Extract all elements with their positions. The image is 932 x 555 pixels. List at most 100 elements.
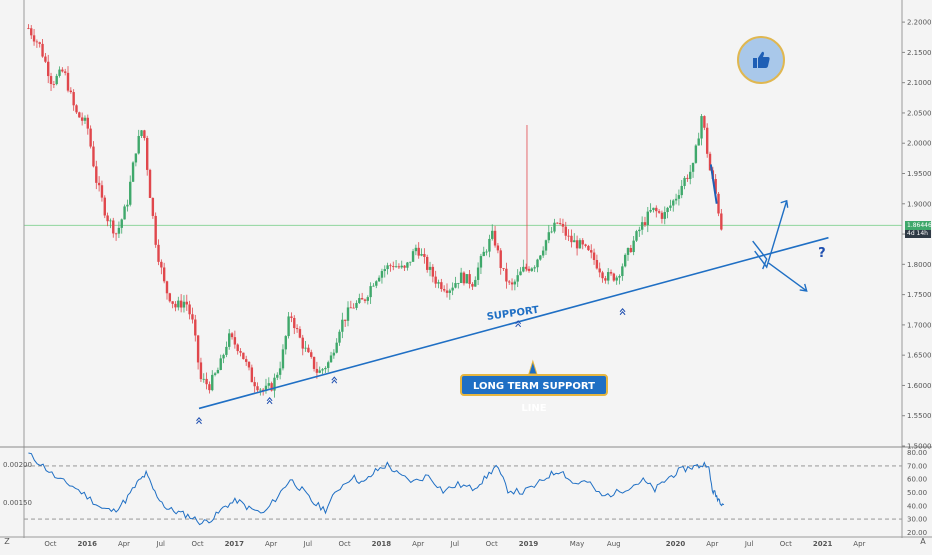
candle-body [208,384,211,391]
candle-body [63,71,67,73]
candle-body [346,307,350,321]
candle-body [505,268,508,282]
candle-body [454,283,457,288]
candle-body [694,145,698,163]
price-tick-label: 1.75000 [907,291,932,299]
time-tick-label: 2018 [372,540,392,548]
candle-body [89,128,92,147]
candle-body [242,352,245,360]
candle-body [499,250,502,268]
candle-body [377,277,381,282]
candle-body [425,256,429,270]
candle-body [618,276,621,278]
candle-body [530,268,534,271]
support-touch-marker [266,396,273,405]
recent-drop-stroke [709,164,718,204]
candle-body [117,227,121,234]
candle-body [558,223,562,224]
candle-body [338,331,341,343]
candle-body [629,248,633,253]
candle-body [182,301,186,308]
candle-body [703,116,706,128]
candle-body [157,244,160,262]
candle-body [92,146,95,167]
candle-body [369,286,372,298]
auto-scale-button[interactable]: A [920,537,926,546]
candle-body [663,212,666,219]
candle-body [103,197,106,216]
candle-body [273,377,276,391]
time-tick-label: Jul [156,540,166,548]
candle-body [324,367,327,370]
candle-body [409,261,412,263]
candle-body [488,238,491,252]
candle-body [86,117,90,129]
candle-body [612,273,616,281]
price-tick-label: 2.15000 [907,49,932,57]
candle-body [366,297,370,301]
support-touch-marker [515,320,522,328]
candle-body [394,266,398,268]
candle-body [162,267,166,282]
candle-body [683,177,686,186]
candle-body [437,282,440,284]
support-touch-marker [619,307,626,316]
candle-body [75,105,78,113]
candle-body [129,181,132,205]
candle-body [448,290,452,293]
oscillator-line [28,452,725,526]
candle-body [236,344,239,352]
time-tick-label: Apr [118,540,130,548]
candle-body [524,266,528,269]
candle-body [400,265,403,268]
candle-body [700,116,703,139]
candle-body [680,185,683,196]
candle-body [468,274,471,284]
candle-body [211,374,214,391]
candle-body [202,378,205,380]
time-tick-label: Oct [339,540,351,548]
candle-body [643,222,647,226]
candle-body [567,235,570,237]
question-mark: ? [818,246,826,261]
price-tick-label: 2.05000 [907,109,932,117]
candle-body [587,245,590,251]
candle-body [293,317,296,329]
candle-body [213,373,217,375]
price-tick-label: 1.65000 [907,352,932,360]
candle-body [312,356,316,369]
candle-body [281,349,285,369]
candle-body [510,282,514,285]
candle-body [264,385,268,392]
candle-body [649,210,652,212]
candle-body [290,316,293,318]
candle-body [287,316,290,337]
candle-body [247,361,251,368]
candle-body [341,319,344,332]
bearish-arrowhead [799,283,808,292]
corner-scale-button[interactable]: Z [4,537,10,546]
candle-body [154,215,157,245]
candle-body [632,240,635,253]
candle-body [363,299,367,301]
candle-body [561,223,565,227]
candle-body [714,178,717,194]
candle-body [598,268,601,273]
candle-body [380,271,384,278]
candle-body [106,215,109,222]
candle-body [109,220,112,222]
time-tick-label: 2019 [519,540,539,548]
candle-body [179,300,183,308]
candle-body [358,298,361,303]
candle-body [225,346,228,355]
candle-body [621,266,624,277]
candle-body [451,287,454,291]
candle-body [233,337,237,345]
candle-body [61,69,64,72]
oscillator-tick-label: 20.00 [907,529,927,537]
candle-body [315,368,319,373]
candle-body [72,92,75,106]
candle-body [196,335,200,363]
